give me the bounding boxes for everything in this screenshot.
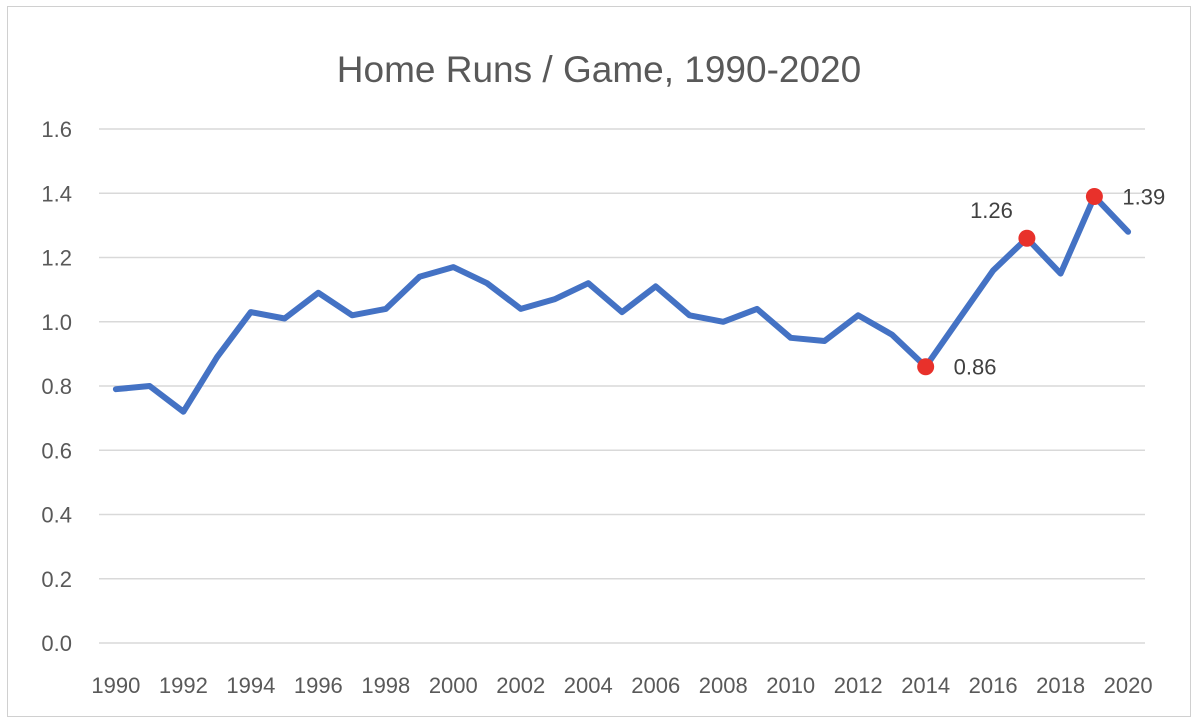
line-chart: Home Runs / Game, 1990-2020 0.0 0.2 0.4 0.6…: [41, 49, 1166, 698]
x-tick-label: 2008: [699, 673, 748, 698]
y-tick-label: 0.2: [41, 567, 72, 592]
x-tick-label: 1990: [91, 673, 140, 698]
y-tick-label: 0.8: [41, 374, 72, 399]
x-tick-label: 2000: [429, 673, 478, 698]
y-tick-label: 1.0: [41, 310, 72, 335]
series-layer: [112, 193, 1132, 415]
highlight-point: [1085, 187, 1103, 205]
x-tick-label: 1994: [226, 673, 275, 698]
x-tick-label: 1998: [361, 673, 410, 698]
data-label: 0.86: [954, 355, 997, 380]
chart-frame: Home Runs / Game, 1990-2020 0.0 0.2 0.4 0.6…: [7, 6, 1191, 717]
y-tick-label: 1.4: [41, 181, 72, 206]
x-tick-label: 2010: [766, 673, 815, 698]
x-tick-label: 2016: [969, 673, 1018, 698]
y-axis-tick-labels: 0.0 0.2 0.4 0.6 0.8 1.0 1.2 1.4 1.6: [41, 117, 72, 656]
x-tick-label: 1996: [294, 673, 343, 698]
gridlines: [99, 128, 1145, 644]
x-tick-label: 2004: [564, 673, 613, 698]
highlight-point: [917, 358, 935, 376]
x-axis-tick-labels: 1990 1992 1994 1996 1998 2000 2002 2004 2006 2008…: [91, 673, 1152, 698]
chart-title: Home Runs / Game, 1990-2020: [337, 49, 861, 90]
x-tick-label: 2002: [496, 673, 545, 698]
data-label: 1.39: [1122, 184, 1165, 209]
y-tick-label: 1.6: [41, 117, 72, 142]
highlight-markers: [917, 187, 1103, 376]
y-tick-label: 0.0: [41, 631, 72, 656]
x-tick-label: 2012: [834, 673, 883, 698]
x-tick-label: 2018: [1036, 673, 1085, 698]
series-line: [112, 193, 1132, 415]
x-tick-label: 2014: [901, 673, 950, 698]
x-tick-label: 1992: [159, 673, 208, 698]
data-label: 1.26: [970, 198, 1013, 223]
data-labels: 0.86 1.26 1.39: [954, 184, 1166, 379]
y-tick-label: 1.2: [41, 246, 72, 271]
y-tick-label: 0.4: [41, 503, 72, 528]
y-tick-label: 0.6: [41, 438, 72, 463]
x-tick-label: 2006: [631, 673, 680, 698]
x-tick-label: 2020: [1104, 673, 1153, 698]
highlight-point: [1018, 229, 1036, 247]
